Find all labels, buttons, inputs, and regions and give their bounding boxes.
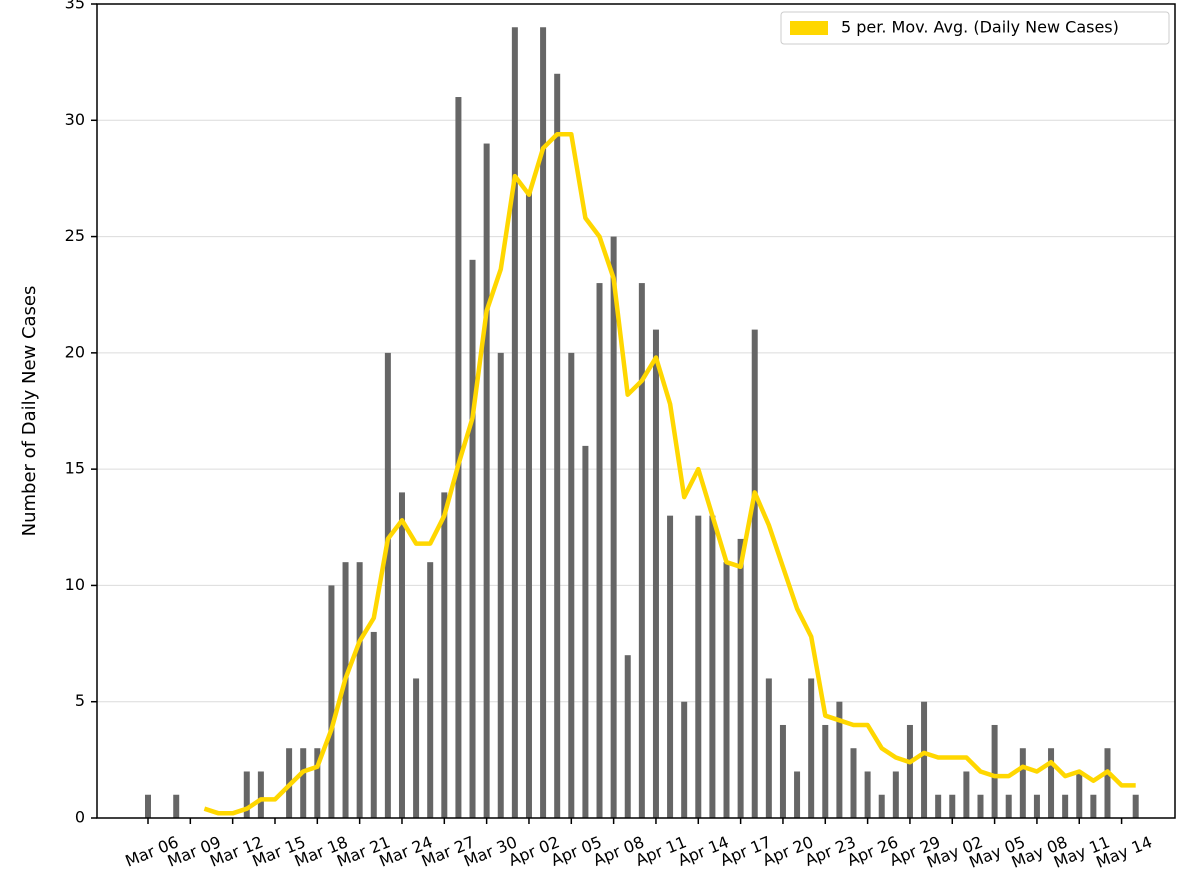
y-tick-label: 0 (75, 808, 85, 827)
bar (243, 771, 250, 818)
bar (737, 538, 744, 818)
y-axis-label: Number of Daily New Cases (19, 286, 40, 537)
bar (511, 27, 518, 819)
bar (568, 352, 575, 818)
y-tick-label: 10 (65, 575, 85, 594)
bar (1132, 794, 1139, 818)
bar (356, 562, 363, 818)
bar (596, 283, 603, 819)
y-tick-label: 25 (65, 226, 85, 245)
bar (300, 748, 307, 818)
bar (624, 655, 631, 818)
bar (751, 329, 758, 818)
bar (1090, 794, 1097, 818)
plot-frame (96, 3, 1176, 819)
bar (864, 771, 871, 818)
bar (328, 585, 335, 818)
bar (342, 562, 349, 818)
bar (850, 748, 857, 818)
bar (638, 283, 645, 819)
bar (977, 794, 984, 818)
bar (723, 562, 730, 818)
bar (991, 724, 998, 818)
legend-label: 5 per. Mov. Avg. (Daily New Cases) (841, 18, 1119, 37)
bar (794, 771, 801, 818)
bar (1019, 748, 1026, 818)
y-tick-label: 5 (75, 691, 85, 710)
bar (709, 515, 716, 818)
bar (427, 562, 434, 818)
y-tick-label: 20 (65, 342, 85, 361)
bar (949, 794, 956, 818)
moving-average-line (203, 131, 1136, 816)
bar (497, 352, 504, 818)
bar (822, 724, 829, 818)
bar (1104, 748, 1111, 818)
bar (483, 143, 490, 819)
bar (906, 724, 913, 818)
bar (1033, 794, 1040, 818)
bar (384, 352, 391, 818)
legend-box (780, 11, 1170, 45)
bar (145, 794, 151, 818)
bar (779, 724, 786, 818)
y-tick-label: 30 (65, 110, 85, 129)
bar (554, 73, 561, 819)
bar (610, 236, 617, 819)
bar (469, 259, 476, 818)
bar (582, 445, 589, 818)
bar (652, 329, 659, 818)
bar (681, 701, 688, 818)
bar (921, 701, 928, 818)
bar (525, 190, 532, 819)
bar (836, 701, 843, 818)
bar (441, 492, 448, 818)
bar (173, 794, 180, 818)
bar (1005, 794, 1012, 818)
bar (370, 631, 377, 818)
bar (695, 515, 702, 818)
y-tick-label: 35 (65, 0, 85, 13)
bar (892, 771, 899, 818)
bar (935, 794, 942, 818)
bar (765, 678, 772, 818)
legend: 5 per. Mov. Avg. (Daily New Cases) (780, 11, 1170, 45)
y-tick-label: 15 (65, 459, 85, 478)
bar (314, 748, 321, 818)
bar (878, 794, 885, 818)
legend-swatch (790, 21, 828, 35)
bar (963, 771, 970, 818)
bar (808, 678, 815, 818)
bar (398, 492, 405, 818)
bar (1062, 794, 1069, 818)
bar (540, 27, 547, 819)
bar (413, 678, 420, 818)
bar (1048, 748, 1055, 818)
bar (1076, 771, 1083, 818)
bar (667, 515, 674, 818)
bar (257, 771, 264, 818)
